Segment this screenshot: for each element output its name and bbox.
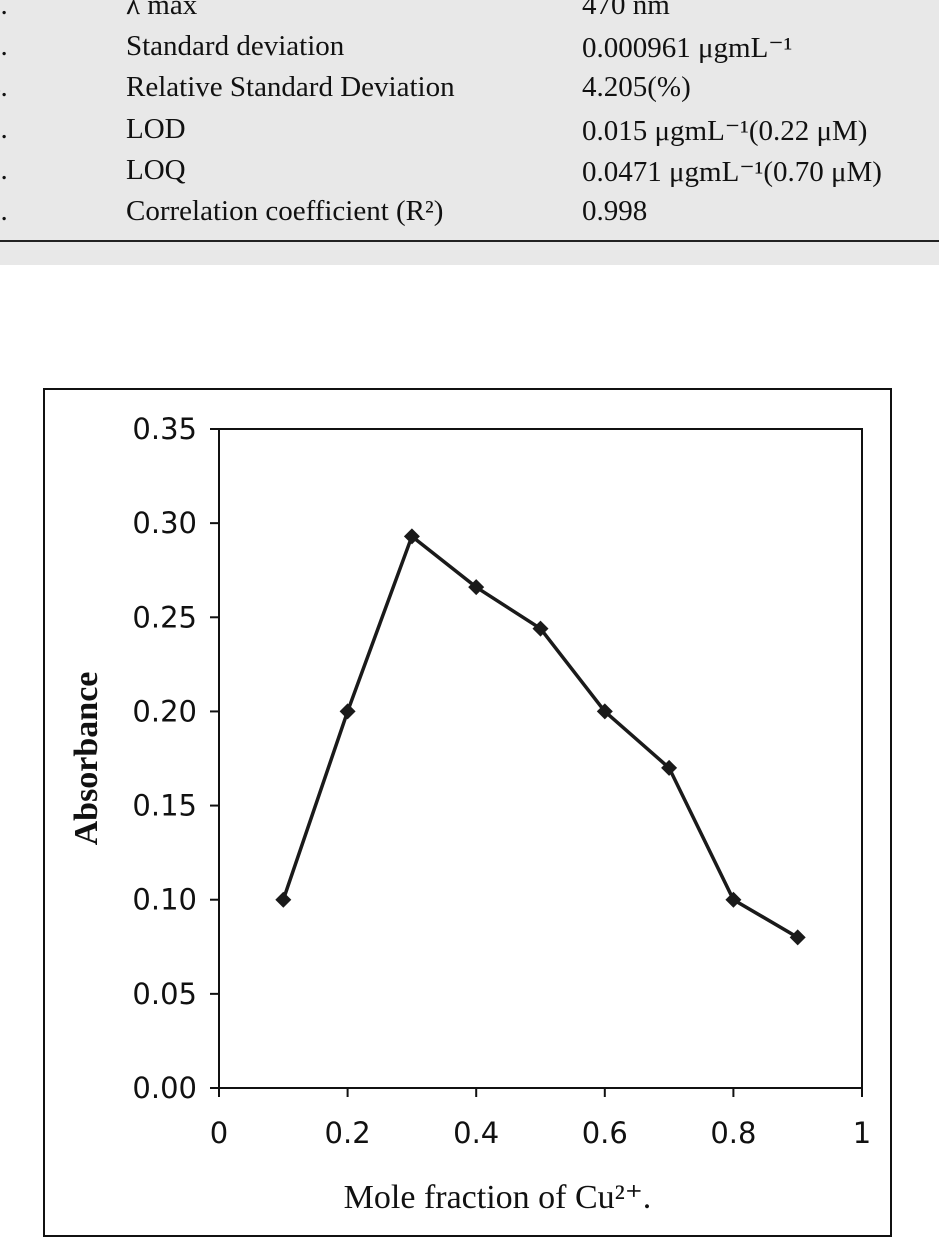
table-cell-number: 3. xyxy=(0,30,8,62)
y-tick-label: 0.35 xyxy=(132,412,197,446)
data-point-marker xyxy=(403,528,420,545)
y-tick-label: 0.00 xyxy=(132,1071,197,1105)
y-axis-label: Absorbance xyxy=(68,672,105,846)
table-cell-number: 2. xyxy=(0,0,8,21)
table-row: 4. Relative Standard Deviation 4.205(%) xyxy=(0,71,939,113)
series-line xyxy=(281,534,799,939)
data-point-marker xyxy=(661,759,678,776)
chart-frame: 0.00 0.05 0.10 0.15 0.20 0.25 0.30 0.35 0 0.2 0.4 0… xyxy=(43,388,892,1237)
data-point-marker xyxy=(789,929,806,946)
x-tick-label: 0.4 xyxy=(453,1116,499,1150)
y-tick-label: 0.15 xyxy=(132,789,197,823)
table-cell-value: 0.998 xyxy=(582,195,648,227)
table-cell-parameter: Correlation coefficient (R²) xyxy=(126,195,444,227)
x-tick-label: 0.6 xyxy=(582,1116,628,1150)
job-plot-chart: 0.00 0.05 0.10 0.15 0.20 0.25 0.30 0.35 0 0.2 0.4 0… xyxy=(68,412,871,1216)
table-cell-parameter: Relative Standard Deviation xyxy=(126,71,455,103)
y-tick-label: 0.30 xyxy=(132,506,197,540)
x-tick-label: 0.2 xyxy=(325,1116,371,1150)
table-cell-parameter: λ max xyxy=(126,0,198,21)
y-tick-label: 0.05 xyxy=(132,977,197,1011)
x-tick-label: 0 xyxy=(210,1116,228,1150)
table-cell-number: 7. xyxy=(0,195,8,227)
x-tick-label: 0.8 xyxy=(710,1116,756,1150)
table-cell-parameter: LOD xyxy=(126,113,186,145)
table-cell-number: 4. xyxy=(0,71,8,103)
table-cell-parameter: LOQ xyxy=(126,154,186,186)
data-point-marker xyxy=(275,891,292,908)
table-cell-value: 4.205(%) xyxy=(582,71,691,103)
x-tick-label: 1 xyxy=(853,1116,871,1150)
table-row: 5. LOD 0.015 μgmL⁻¹(0.22 μM) xyxy=(0,113,939,155)
y-tick-label: 0.25 xyxy=(132,600,197,634)
table-cell-parameter: Standard deviation xyxy=(126,30,345,62)
table-cell-number: 5. xyxy=(0,113,8,145)
table-row: 3. Standard deviation 0.000961 μgmL⁻¹ xyxy=(0,30,939,72)
table-row: 2. λ max 470 nm xyxy=(0,0,939,31)
table-row: 7. Correlation coefficient (R²) 0.998 xyxy=(0,195,939,237)
table-cell-value: 0.0471 μgmL⁻¹(0.70 μM) xyxy=(582,156,882,188)
data-point-marker xyxy=(468,579,485,596)
table-cell-value: 0.015 μgmL⁻¹(0.22 μM) xyxy=(582,115,868,147)
plot-area-border xyxy=(218,428,863,1089)
parameter-table: 2. λ max 470 nm 3. Standard deviation 0.00096… xyxy=(0,0,939,265)
x-axis-label: Mole fraction of Cu²⁺. xyxy=(344,1179,652,1216)
table-bottom-rule xyxy=(0,240,939,242)
table-cell-value: 470 nm xyxy=(582,0,670,21)
data-point-marker xyxy=(339,703,356,720)
y-tick-label: 0.20 xyxy=(132,694,197,728)
table-cell-value: 0.000961 μgmL⁻¹ xyxy=(582,32,793,64)
table-cell-number: 6. xyxy=(0,154,8,186)
data-point-marker xyxy=(532,620,549,637)
data-point-marker xyxy=(596,703,613,720)
data-point-marker xyxy=(725,891,742,908)
y-tick-label: 0.10 xyxy=(132,883,197,917)
table-row: 6. LOQ 0.0471 μgmL⁻¹(0.70 μM) xyxy=(0,154,939,196)
